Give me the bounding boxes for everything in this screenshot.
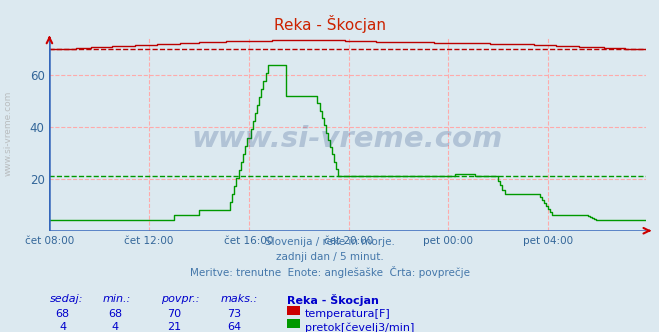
Text: Meritve: trenutne  Enote: anglešaške  Črta: povprečje: Meritve: trenutne Enote: anglešaške Črta… [190, 266, 469, 278]
Text: pretok[čevelj3/min]: pretok[čevelj3/min] [305, 322, 415, 332]
Text: 68: 68 [108, 309, 123, 319]
Text: www.si-vreme.com: www.si-vreme.com [192, 125, 503, 153]
Text: 4: 4 [59, 322, 66, 332]
Text: Reka - Škocjan: Reka - Škocjan [287, 294, 378, 306]
Text: Reka - Škocjan: Reka - Škocjan [273, 15, 386, 33]
Text: sedaj:: sedaj: [49, 294, 83, 304]
Text: 70: 70 [167, 309, 182, 319]
Text: zadnji dan / 5 minut.: zadnji dan / 5 minut. [275, 252, 384, 262]
Text: temperatura[F]: temperatura[F] [305, 309, 391, 319]
Text: min.:: min.: [102, 294, 130, 304]
Text: 64: 64 [227, 322, 241, 332]
Text: 4: 4 [112, 322, 119, 332]
Text: Slovenija / reke in morje.: Slovenija / reke in morje. [264, 237, 395, 247]
Text: 68: 68 [55, 309, 70, 319]
Text: 73: 73 [227, 309, 241, 319]
Text: maks.:: maks.: [221, 294, 258, 304]
Text: www.si-vreme.com: www.si-vreme.com [3, 91, 13, 176]
Text: povpr.:: povpr.: [161, 294, 200, 304]
Text: 21: 21 [167, 322, 182, 332]
